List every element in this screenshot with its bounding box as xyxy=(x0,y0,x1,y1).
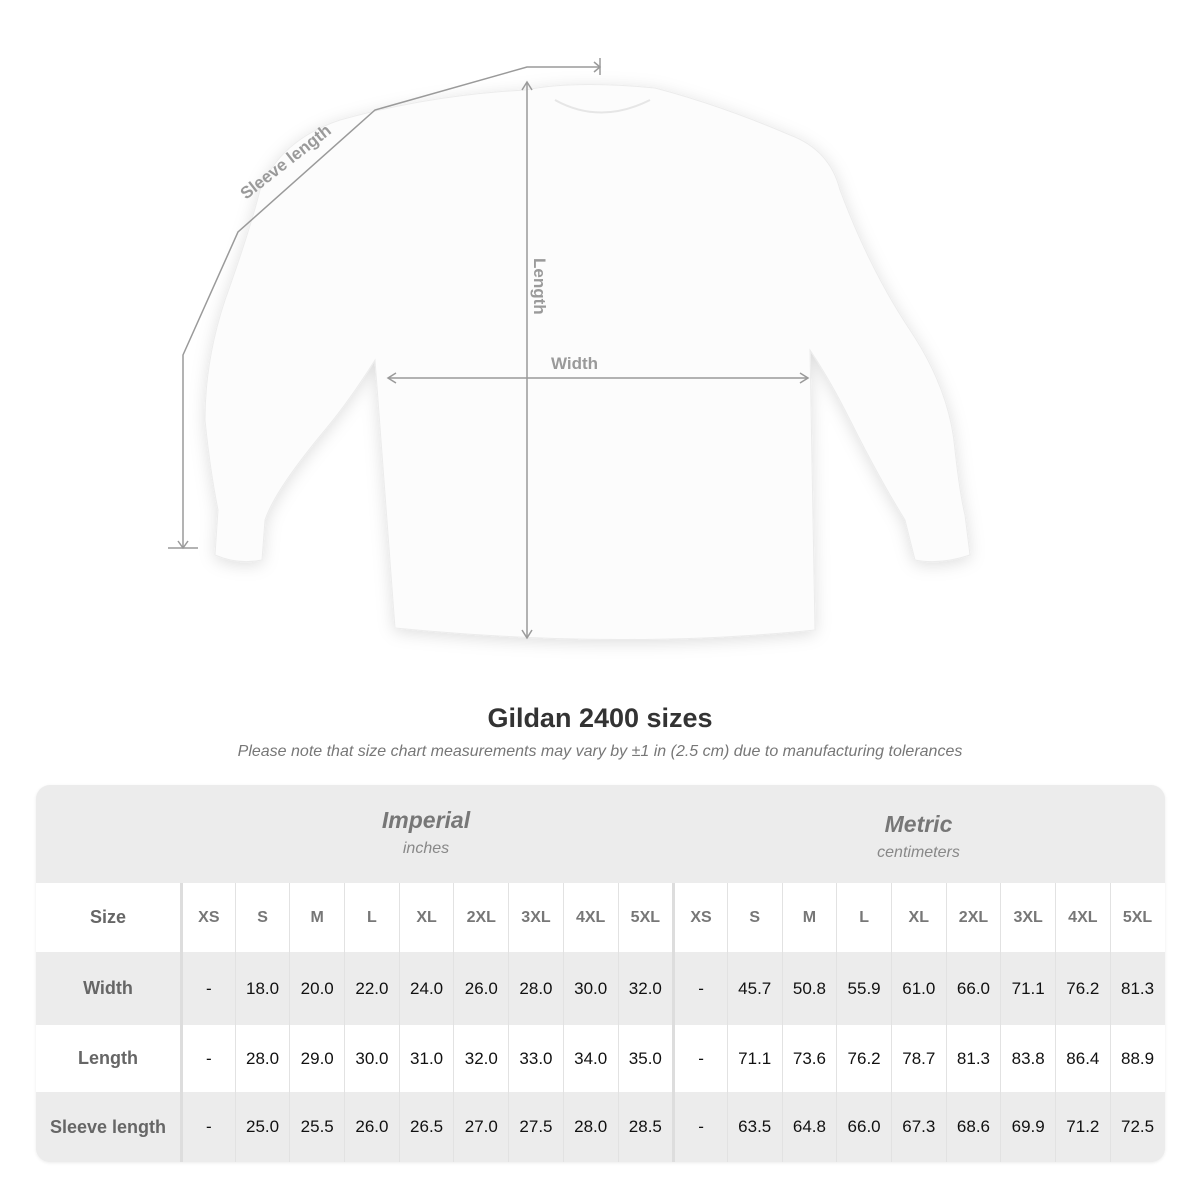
imperial-value-cell: 34.0 xyxy=(562,1025,618,1092)
imperial-value-cell: - xyxy=(180,1025,235,1092)
size-header-cell: XS xyxy=(672,883,727,952)
metric-value-cell: 55.9 xyxy=(836,952,891,1025)
size-header-cell: L xyxy=(344,883,399,952)
row-label: Length xyxy=(78,1048,138,1068)
metric-value-cell: 83.8 xyxy=(1000,1025,1055,1092)
metric-value-cell: 67.3 xyxy=(890,1092,946,1162)
size-header-cell: 3XL xyxy=(1000,883,1055,952)
metric-value-cell: 81.3 xyxy=(945,1025,1001,1092)
metric-value-cell: 66.0 xyxy=(945,952,1001,1025)
imperial-unit: inches xyxy=(402,840,450,857)
imperial-value-cell: 29.0 xyxy=(289,1025,344,1092)
table-row: Sleeve length -25.0 25.5 26.0 26.5 27.0 27.5 28… xyxy=(36,1092,1165,1162)
size-header-cell: XL xyxy=(398,883,454,952)
imperial-value-cell: 28.0 xyxy=(508,952,563,1025)
shirt-diagram: Sleeve length Length Width xyxy=(168,58,971,641)
metric-title: Metric xyxy=(884,811,953,837)
metric-value-cell: 78.7 xyxy=(890,1025,946,1092)
imperial-value-cell: 28.5 xyxy=(617,1092,673,1162)
row-label: Width xyxy=(83,978,133,998)
size-header-cell: L xyxy=(836,883,891,952)
size-header-cell: 5XL xyxy=(617,883,673,952)
metric-value-cell: 73.6 xyxy=(781,1025,837,1092)
imperial-value-cell: 30.0 xyxy=(562,952,618,1025)
imperial-value-cell: 30.0 xyxy=(344,1025,399,1092)
size-header-cell: 3XL xyxy=(508,883,563,952)
imperial-value-cell: 27.5 xyxy=(508,1092,563,1162)
imperial-value-cell: 35.0 xyxy=(617,1025,673,1092)
imperial-value-cell: 28.0 xyxy=(234,1025,290,1092)
size-header-cell: S xyxy=(726,883,782,952)
imperial-value-cell: 32.0 xyxy=(617,952,673,1025)
metric-value-cell: 71.1 xyxy=(1000,952,1055,1025)
metric-value-cell: 71.1 xyxy=(726,1025,782,1092)
metric-value-cell: 61.0 xyxy=(890,952,946,1025)
metric-value-cell: - xyxy=(672,1092,727,1162)
metric-value-cell: 45.7 xyxy=(726,952,782,1025)
metric-value-cell: 63.5 xyxy=(726,1092,782,1162)
metric-value-cell: 71.2 xyxy=(1055,1092,1110,1162)
imperial-header: Imperial inches xyxy=(180,785,672,883)
imperial-value-cell: 18.0 xyxy=(234,952,290,1025)
imperial-value-cell: 33.0 xyxy=(508,1025,563,1092)
metric-unit: centimeters xyxy=(877,844,960,861)
size-header-cell: 5XL xyxy=(1109,883,1165,952)
size-header-cell: XL xyxy=(890,883,946,952)
metric-value-cell: 66.0 xyxy=(836,1092,891,1162)
metric-header: Metric centimeters xyxy=(672,785,1165,883)
imperial-value-cell: 32.0 xyxy=(453,1025,508,1092)
imperial-value-cell: - xyxy=(180,952,235,1025)
imperial-value-cell: 27.0 xyxy=(453,1092,508,1162)
size-header-cell: 4XL xyxy=(1055,883,1110,952)
imperial-value-cell: 25.5 xyxy=(289,1092,344,1162)
metric-value-cell: - xyxy=(672,952,727,1025)
imperial-value-cell: 20.0 xyxy=(289,952,344,1025)
imperial-value-cell: 26.0 xyxy=(344,1092,399,1162)
metric-value-cell: 86.4 xyxy=(1055,1025,1110,1092)
size-header-cell: S xyxy=(234,883,290,952)
metric-value-cell: - xyxy=(672,1025,727,1092)
size-header-row: Size XS S M L XL 2XL 3XL 4XL 5XL XS S M L XL 2XL 3XL 4XL 5… xyxy=(36,883,1165,952)
row-label: Size xyxy=(89,907,127,927)
size-header-cell: 4XL xyxy=(562,883,618,952)
table-row: Width -18.0 20.0 22.0 24.0 26.0 28.0 30.0 32.0-4… xyxy=(36,952,1165,1025)
shirt-body xyxy=(204,83,971,641)
imperial-value-cell: 28.0 xyxy=(562,1092,618,1162)
size-header-cell: 2XL xyxy=(945,883,1001,952)
imperial-value-cell: 26.0 xyxy=(453,952,508,1025)
size-header-cell: M xyxy=(289,883,344,952)
metric-value-cell: 76.2 xyxy=(1055,952,1110,1025)
imperial-value-cell: 24.0 xyxy=(398,952,454,1025)
metric-value-cell: 81.3 xyxy=(1109,952,1165,1025)
tolerance-note: Please note that size chart measurements… xyxy=(237,743,963,760)
metric-value-cell: 69.9 xyxy=(1000,1092,1055,1162)
imperial-value-cell: - xyxy=(180,1092,235,1162)
table-row: Length -28.0 29.0 30.0 31.0 32.0 33.0 34.0 35.0-… xyxy=(36,1025,1165,1092)
length-label: Length xyxy=(530,258,549,315)
imperial-title: Imperial xyxy=(381,807,471,833)
imperial-value-cell: 31.0 xyxy=(398,1025,454,1092)
imperial-value-cell: 26.5 xyxy=(398,1092,454,1162)
metric-value-cell: 88.9 xyxy=(1109,1025,1165,1092)
measurement-lines xyxy=(168,58,810,640)
size-header-cell: M xyxy=(781,883,837,952)
size-table: Imperial inches Metric centimeters Size X… xyxy=(36,785,1165,1162)
metric-value-cell: 64.8 xyxy=(781,1092,837,1162)
metric-value-cell: 72.5 xyxy=(1109,1092,1165,1162)
row-label: Sleeve length xyxy=(49,1116,167,1137)
size-header-cell: XS xyxy=(180,883,235,952)
metric-value-cell: 68.6 xyxy=(945,1092,1001,1162)
imperial-value-cell: 22.0 xyxy=(344,952,399,1025)
chart-title: Gildan 2400 sizes xyxy=(487,703,713,733)
metric-value-cell: 76.2 xyxy=(836,1025,891,1092)
metric-value-cell: 50.8 xyxy=(781,952,837,1025)
width-label: Width xyxy=(551,354,598,373)
imperial-value-cell: 25.0 xyxy=(234,1092,290,1162)
size-header-cell: 2XL xyxy=(453,883,508,952)
